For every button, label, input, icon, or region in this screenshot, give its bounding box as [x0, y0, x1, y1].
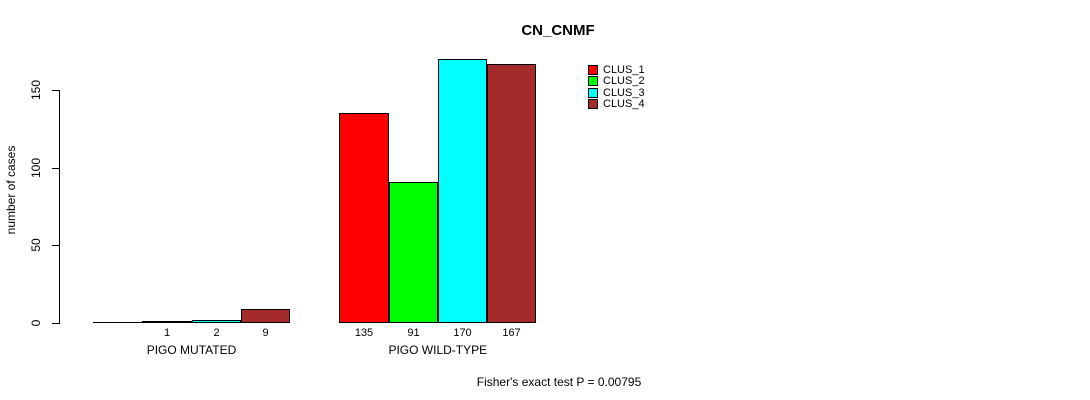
- annotation-text: Fisher's exact test P = 0.00795: [476, 375, 642, 389]
- legend-label: CLUS_3: [603, 87, 645, 99]
- y-tick-mark: [52, 323, 59, 324]
- y-tick-label: 150: [29, 79, 43, 101]
- bar-value-label: 2: [213, 327, 220, 339]
- legend-swatch: [588, 99, 598, 109]
- legend-label: CLUS_4: [603, 98, 645, 110]
- legend-swatch: [588, 76, 598, 86]
- bar: [438, 59, 487, 323]
- chart-title: CN_CNMF: [521, 22, 595, 39]
- bar: [389, 182, 438, 323]
- bar: [487, 64, 536, 323]
- bar-value-label: 91: [407, 327, 420, 339]
- bar: [241, 309, 290, 323]
- bar: [192, 320, 241, 323]
- y-axis-line: [59, 90, 60, 324]
- y-axis-label: number of cases: [4, 145, 18, 235]
- legend-swatch: [588, 65, 598, 75]
- y-tick-label: 0: [29, 319, 43, 327]
- y-tick-label: 100: [29, 157, 43, 179]
- bar-value-label: 1: [163, 327, 171, 339]
- y-tick-mark: [52, 168, 59, 169]
- y-tick-mark: [52, 90, 59, 91]
- group-label: PIGO WILD-TYPE: [388, 343, 488, 357]
- bar-value-label: 170: [453, 327, 472, 339]
- group-label: PIGO MUTATED: [146, 343, 237, 357]
- legend-label: CLUS_2: [603, 75, 645, 87]
- bar-value-label: 9: [262, 327, 269, 339]
- bar-value-label: 167: [502, 327, 521, 339]
- bar: [142, 321, 192, 323]
- y-tick-mark: [52, 245, 59, 246]
- bar: [339, 113, 389, 323]
- y-tick-label: 50: [29, 238, 43, 252]
- legend-label: CLUS_1: [603, 64, 645, 76]
- bar-value-label: 135: [354, 327, 374, 339]
- legend-swatch: [588, 88, 598, 98]
